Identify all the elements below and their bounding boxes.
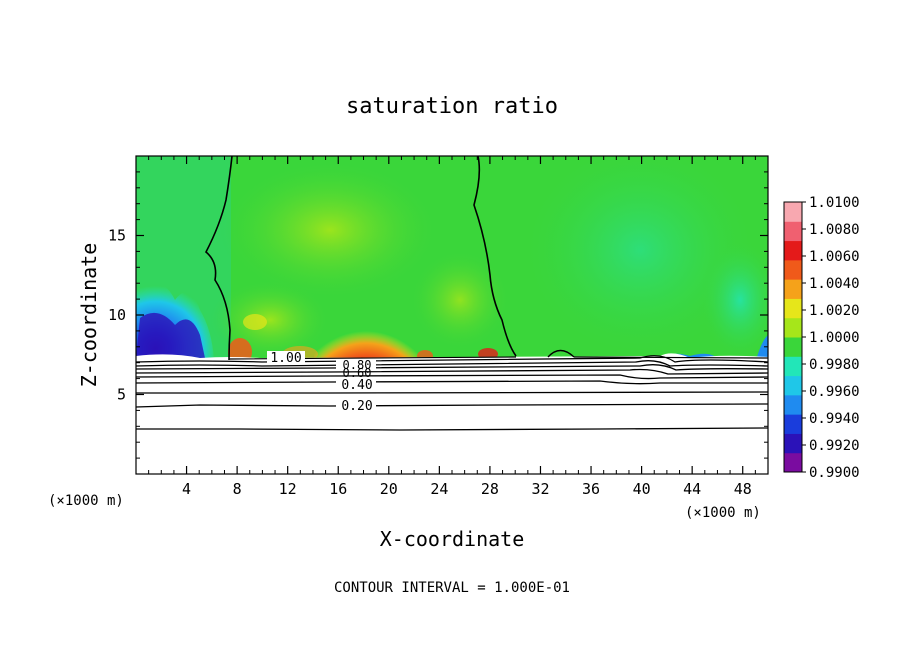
colorbar-swatch bbox=[784, 240, 802, 261]
x-tick-label: 16 bbox=[329, 480, 347, 498]
contour-label-bg bbox=[336, 359, 376, 369]
field-blue-core bbox=[136, 312, 205, 358]
field-lightgreen-a bbox=[220, 160, 440, 300]
colorbar-swatch bbox=[784, 356, 802, 377]
colorbar-swatch bbox=[784, 259, 802, 280]
chart-title: saturation ratio bbox=[346, 94, 558, 119]
x-tick-label: 4 bbox=[182, 480, 191, 498]
contour-line-7 bbox=[136, 391, 768, 394]
x-unit-left: (×1000 m) bbox=[48, 493, 124, 509]
contour-label: 0.20 bbox=[341, 399, 372, 414]
y-axis-label: Z-coordinate bbox=[77, 243, 101, 388]
contour-label-bg bbox=[336, 378, 376, 390]
field-warm-spot-b bbox=[243, 314, 267, 330]
colorbar-label: 1.0020 bbox=[809, 303, 860, 319]
cloud-boundary-right bbox=[473, 156, 517, 357]
cloud-boundary-bump bbox=[547, 349, 575, 358]
colorbar-label: 1.0000 bbox=[809, 330, 860, 346]
contour-line-6 bbox=[136, 380, 768, 385]
contour-label-bg bbox=[267, 351, 305, 364]
field-right-cyan2 bbox=[700, 240, 768, 360]
field-right-cyan bbox=[520, 156, 760, 360]
x-tick-label: 36 bbox=[582, 480, 600, 498]
colorbar-label: 0.9980 bbox=[809, 357, 860, 373]
x-tick-label: 48 bbox=[734, 480, 752, 498]
colorbar-label: 0.9940 bbox=[809, 411, 860, 427]
colorbar-swatch bbox=[784, 317, 802, 338]
colorbar-swatch bbox=[784, 279, 802, 299]
contour-line-2 bbox=[136, 360, 768, 367]
colorbar-swatch bbox=[784, 202, 802, 222]
field-blue-edge2 bbox=[756, 335, 768, 360]
contour-lines bbox=[136, 355, 768, 431]
colorbar-swatch bbox=[784, 337, 802, 357]
contour-label: 0.40 bbox=[341, 378, 372, 393]
x-tick-label: 32 bbox=[531, 480, 549, 498]
field-lightgreen-b bbox=[210, 280, 330, 360]
colorbar-swatch bbox=[784, 414, 802, 434]
x-tick-label: 12 bbox=[279, 480, 297, 498]
x-tick-label: 24 bbox=[430, 480, 448, 498]
x-axis-label: X-coordinate bbox=[380, 527, 525, 551]
colorbar-label: 0.9920 bbox=[809, 438, 860, 454]
x-tick-label: 40 bbox=[633, 480, 651, 498]
colorbar-label: 0.9900 bbox=[809, 465, 860, 481]
contour-label: 0.60 bbox=[343, 366, 372, 380]
colorbar-swatch bbox=[784, 221, 802, 242]
contour-label: 1.00 bbox=[270, 351, 301, 366]
contour-line-1 bbox=[136, 355, 768, 363]
contour-line-9 bbox=[136, 427, 768, 431]
y-axis: 5 10 15 bbox=[108, 171, 768, 459]
colorbar-swatch bbox=[784, 298, 802, 319]
x-tick-label: 20 bbox=[380, 480, 398, 498]
colorbar-label: 1.0080 bbox=[809, 222, 860, 238]
x-tick-label: 44 bbox=[683, 480, 701, 498]
y-tick-label: 5 bbox=[117, 386, 126, 404]
x-tick-label: 8 bbox=[233, 480, 242, 498]
x-unit-right: (×1000 m) bbox=[685, 505, 761, 521]
y-tick-label: 15 bbox=[108, 227, 126, 245]
contour-line-3 bbox=[136, 364, 768, 371]
colorbar-swatch bbox=[784, 433, 802, 454]
contour-label-bg bbox=[336, 399, 376, 412]
colorbar-swatch bbox=[784, 375, 802, 396]
colorbar-swatch bbox=[784, 452, 802, 473]
colorbar-swatch bbox=[784, 394, 802, 415]
colorbar: 1.0100 1.0080 1.0060 1.0040 1.0020 1.0000 0.99… bbox=[783, 195, 860, 481]
plot-area: 1.00 0.80 0.60 0.40 0.20 bbox=[136, 156, 768, 474]
contour-line-8 bbox=[136, 403, 768, 408]
x-axis: 4 8 12 16 20 24 28 32 36 40 44 48 bbox=[148, 156, 756, 498]
x-tick-label: 28 bbox=[481, 480, 499, 498]
contour-interval-note: CONTOUR INTERVAL = 1.000E-01 bbox=[334, 580, 570, 596]
colorbar-label: 1.0060 bbox=[809, 249, 860, 265]
colorbar-label: 1.0100 bbox=[809, 195, 860, 211]
contour-label: 0.80 bbox=[343, 358, 372, 372]
field-lightgreen-c bbox=[410, 250, 510, 350]
contour-line-5 bbox=[136, 374, 768, 380]
colorbar-label: 0.9960 bbox=[809, 384, 860, 400]
cloud-boundary-left bbox=[204, 156, 233, 361]
y-tick-label: 10 bbox=[108, 306, 126, 324]
contour-label-group: 1.00 0.80 0.60 0.40 0.20 bbox=[267, 351, 376, 414]
contour-line-4 bbox=[136, 368, 768, 375]
field-lower-layer bbox=[136, 353, 768, 474]
colorbar-label: 1.0040 bbox=[809, 276, 860, 292]
